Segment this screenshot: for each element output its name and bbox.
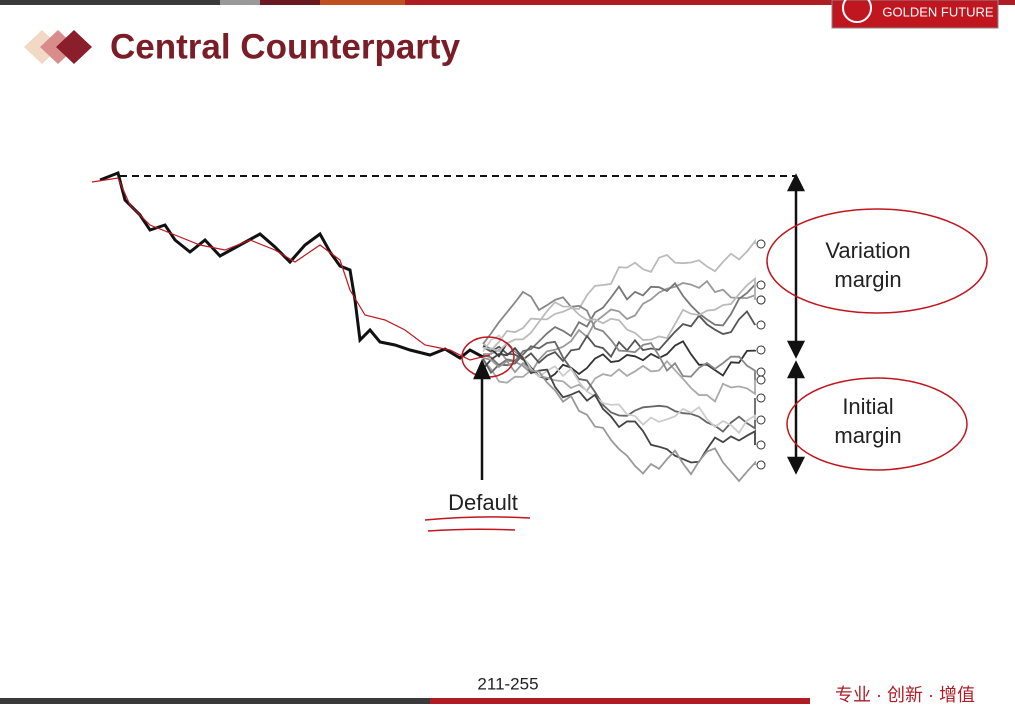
path-endpoint bbox=[756, 393, 766, 403]
path-endpoint bbox=[756, 375, 766, 385]
logo-text: GOLDEN FUTURE bbox=[882, 4, 994, 19]
page-number: 211-255 bbox=[477, 674, 538, 693]
top-strip bbox=[320, 0, 405, 5]
bottom-strip bbox=[0, 698, 430, 704]
simulated-path bbox=[482, 276, 756, 353]
variation-margin-label: margin bbox=[834, 267, 901, 292]
initial-margin-label: Initial bbox=[842, 394, 893, 419]
price-path bbox=[99, 170, 484, 360]
title-icon bbox=[56, 30, 92, 64]
path-endpoint bbox=[756, 320, 766, 330]
initial-margin-label: margin bbox=[834, 423, 901, 448]
top-strip bbox=[260, 0, 320, 5]
simulated-path bbox=[482, 290, 756, 380]
logo-mark bbox=[842, 0, 872, 23]
simulated-path bbox=[482, 340, 756, 433]
annotation-circle bbox=[786, 377, 968, 471]
bottom-strip bbox=[430, 698, 810, 704]
default-label: Default bbox=[448, 490, 518, 515]
simulated-paths bbox=[482, 238, 756, 483]
simulated-path bbox=[482, 309, 756, 364]
logo-box bbox=[831, 0, 999, 29]
slogan: 专业 · 创新 · 增值 bbox=[835, 685, 975, 704]
annotation-circle bbox=[766, 208, 988, 314]
annotation-underline bbox=[424, 516, 531, 532]
simulated-path bbox=[482, 357, 756, 483]
simulated-path bbox=[482, 346, 756, 464]
path-endpoint bbox=[756, 415, 766, 425]
simulated-path bbox=[482, 281, 756, 367]
simulated-path bbox=[482, 238, 756, 352]
top-strip bbox=[0, 0, 220, 5]
path-endpoint bbox=[756, 367, 766, 377]
annotation-stroke bbox=[91, 177, 491, 361]
path-endpoint bbox=[756, 440, 766, 450]
path-endpoint bbox=[756, 460, 766, 470]
path-endpoint bbox=[756, 295, 766, 305]
path-endpoint bbox=[756, 239, 766, 249]
path-endpoint bbox=[756, 345, 766, 355]
margin-arrows bbox=[473, 173, 806, 480]
variation-margin-label: Variation bbox=[825, 238, 910, 263]
path-endpoint bbox=[756, 280, 766, 290]
slide-title: Central Counterparty bbox=[110, 27, 461, 66]
simulated-path bbox=[482, 334, 756, 435]
path-endpoints bbox=[756, 239, 766, 470]
top-strip bbox=[220, 0, 260, 5]
top-strip bbox=[405, 0, 1015, 5]
